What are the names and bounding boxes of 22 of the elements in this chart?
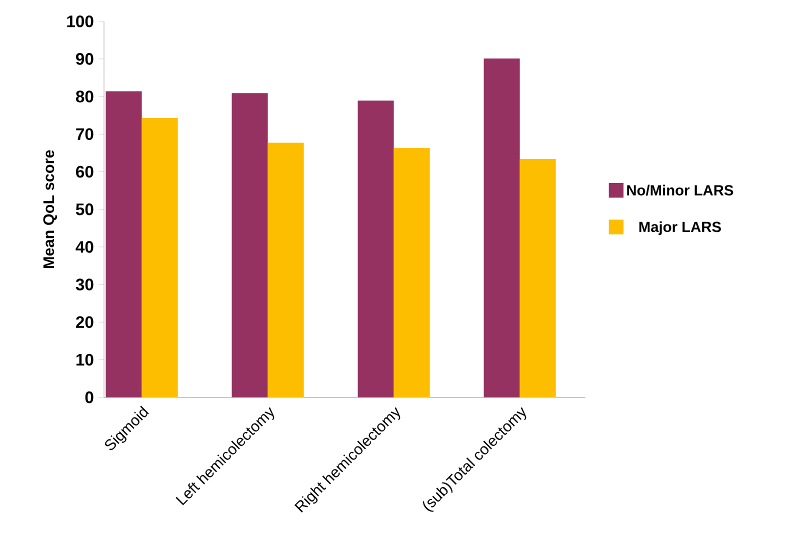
y-axis-title: Mean QoL score <box>43 150 57 268</box>
y-tick-label: 40 <box>76 241 94 253</box>
y-tick-label: 60 <box>76 166 94 178</box>
bar <box>484 58 520 398</box>
bar <box>106 91 142 398</box>
legend-label: Major LARS <box>639 221 721 235</box>
y-tick-label: 0 <box>85 391 94 404</box>
y-tick-label: 80 <box>76 90 94 102</box>
bar <box>232 93 268 398</box>
bar <box>358 100 394 398</box>
y-tick-label: 20 <box>76 316 94 328</box>
legend-label: No/Minor LARS <box>627 184 734 196</box>
y-tick-label: 70 <box>76 128 94 140</box>
bar <box>142 118 178 398</box>
bar <box>520 158 556 398</box>
y-tick-label: 50 <box>76 203 94 216</box>
bar <box>394 148 430 398</box>
y-tick-label: 30 <box>76 278 94 290</box>
y-tick-label: 10 <box>76 354 94 366</box>
bar <box>268 142 304 398</box>
y-tick-label: 90 <box>76 53 94 65</box>
y-tick-label: 100 <box>67 15 94 28</box>
